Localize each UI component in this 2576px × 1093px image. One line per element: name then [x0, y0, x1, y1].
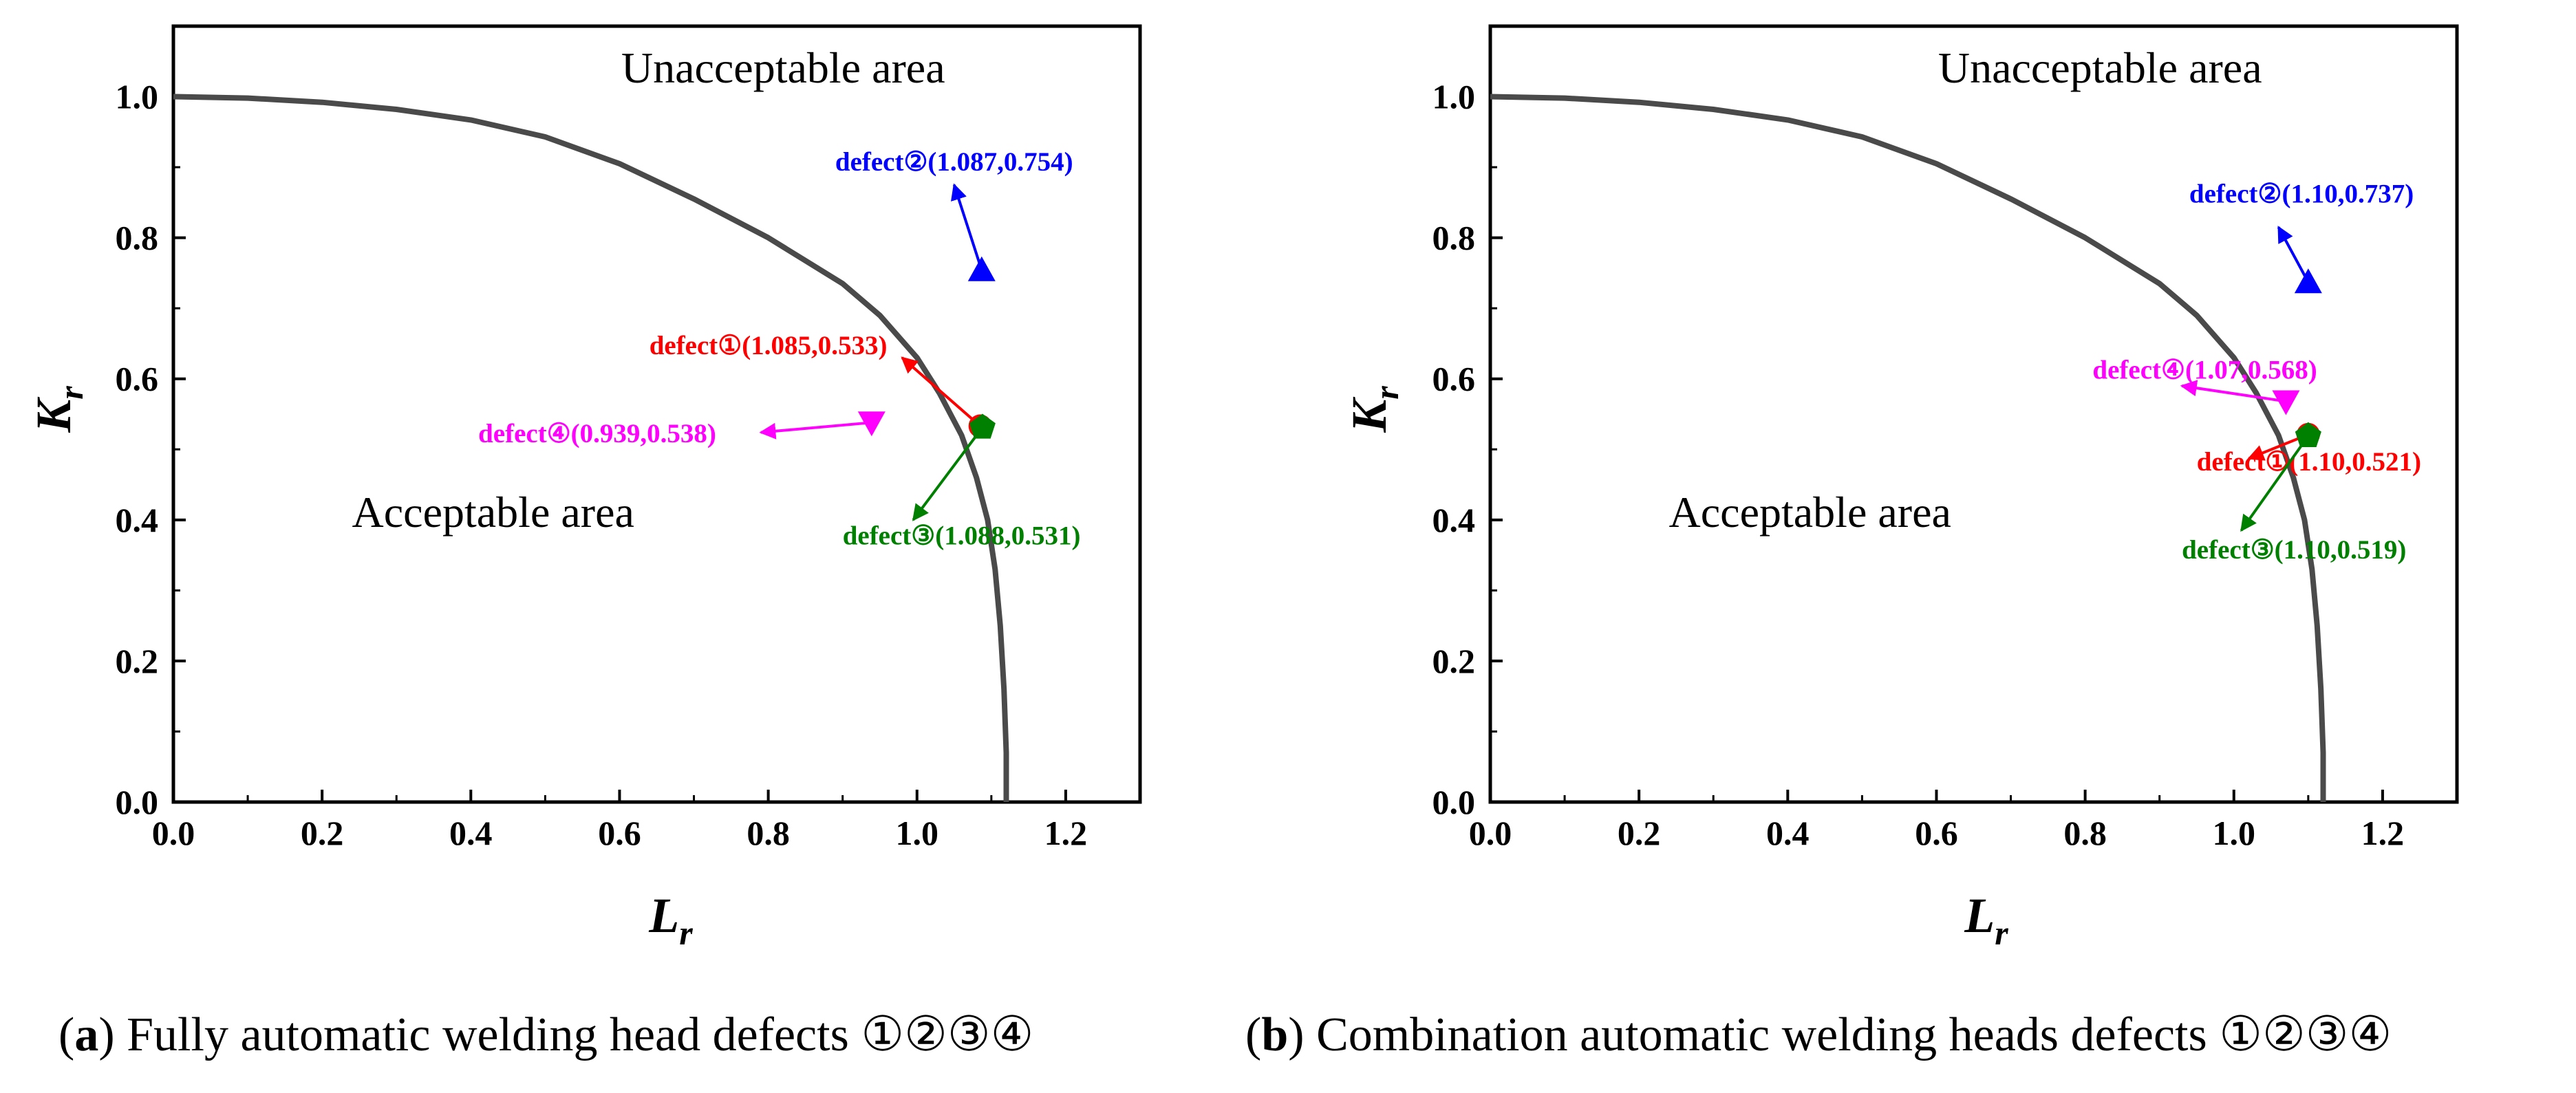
y-tick-label: 0.4	[116, 501, 159, 539]
plot-frame	[171, 24, 1142, 804]
unacceptable-area-label: Unacceptable area	[1938, 43, 2262, 92]
caption-b: (b) Combination automatic welding heads …	[1245, 1008, 2392, 1061]
defect-3: defect③(1.10,0.519)	[2182, 422, 2406, 565]
defect-label: defect②(1.10,0.737)	[2189, 179, 2414, 208]
y-axis-title-sub: r	[1367, 386, 1406, 400]
x-tick-label: 0.8	[747, 814, 790, 852]
chart-panel-b: 0.0 0.2 0.4 0.6 0.8 1.0 1.2 0.0 0.2 0.4 0.6 0.8 1.0 U…	[1245, 24, 2459, 1061]
defect-label: defect④(1.07,0.568)	[2092, 356, 2317, 385]
chart-panel-a: 0.0 0.2 0.4 0.6 0.8 1.0 1.2 0.0 0.2 0.4 0.6 0.8 1.0 U…	[26, 24, 1142, 1061]
y-tick-label: 0.8	[1432, 219, 1476, 257]
y-axis-title: Kr	[1342, 386, 1406, 433]
x-tick-label: 0.6	[1915, 814, 1958, 852]
caption-a: (a) Fully automatic welding head defects…	[58, 1008, 1033, 1061]
y-axis-title-main: K	[26, 396, 81, 433]
x-tick-label: 0.4	[449, 814, 493, 852]
x-axis-title-sub: r	[679, 913, 693, 952]
defect-marker	[967, 256, 996, 281]
y-axis-title-sub: r	[52, 386, 90, 400]
x-tick-label: 0.2	[301, 814, 344, 852]
defect-label: defect①(1.085,0.533)	[650, 331, 888, 360]
x-tick-label: 1.0	[896, 814, 939, 852]
caption-b-text: Combination automatic welding heads defe…	[1316, 1008, 2392, 1061]
fad-curve	[1490, 94, 2326, 802]
acceptable-area-label: Acceptable area	[352, 488, 634, 537]
y-tick-label: 0.4	[1432, 501, 1476, 539]
x-tick-label: 0.4	[1766, 814, 1810, 852]
plot-layer: 0.0 0.2 0.4 0.6 0.8 1.0 1.2 0.0 0.2 0.4 0.6 0.8 1.0 U…	[1432, 24, 2459, 852]
defect-2: defect②(1.10,0.737)	[2189, 179, 2414, 294]
defect-arrow	[901, 356, 981, 427]
defect-label: defect③(1.088,0.531)	[843, 521, 1081, 551]
x-axis-title-sub: r	[1995, 913, 2008, 952]
defect-label: defect④(0.939,0.538)	[478, 419, 716, 448]
caption-b-letter: b	[1261, 1008, 1288, 1061]
defect-label: defect③(1.10,0.519)	[2182, 535, 2406, 565]
unacceptable-area-label: Unacceptable area	[621, 43, 945, 92]
caption-a-text: Fully automatic welding head defects ①②③…	[127, 1008, 1033, 1061]
y-tick-label: 0.2	[116, 642, 159, 680]
x-axis-title-main: L	[648, 888, 679, 943]
defect-4: defect④(1.07,0.568)	[2092, 356, 2317, 415]
y-tick-label: 0.2	[1432, 642, 1476, 680]
x-tick-label: 0.0	[1469, 814, 1512, 852]
acceptable-area-label: Acceptable area	[1669, 488, 1951, 537]
x-tick-label: 1.2	[1044, 814, 1088, 852]
y-tick-label: 0.0	[116, 783, 159, 821]
y-tick-label: 0.6	[1432, 360, 1476, 398]
defect-arrow	[951, 183, 983, 271]
defect-4: defect④(0.939,0.538)	[478, 411, 886, 448]
y-tick-label: 0.6	[116, 360, 159, 398]
x-tick-label: 1.0	[2213, 814, 2256, 852]
y-axis-title-main: K	[1342, 396, 1397, 433]
y-axis-title: Kr	[26, 386, 90, 433]
defect-arrow	[2277, 226, 2310, 283]
defect-label: defect②(1.087,0.754)	[835, 147, 1073, 177]
x-tick-label: 1.2	[2361, 814, 2405, 852]
defect-marker	[2272, 390, 2300, 415]
y-tick-label: 0.0	[1432, 783, 1476, 821]
x-axis-title: Lr	[648, 888, 693, 952]
defect-label: defect①(1.10,0.521)	[2197, 447, 2421, 477]
defect-marker	[2294, 268, 2322, 294]
defect-2: defect②(1.087,0.754)	[835, 147, 1073, 281]
y-tick-label: 1.0	[1432, 78, 1476, 116]
x-tick-label: 0.8	[2063, 814, 2107, 852]
defect-arrow	[2180, 380, 2286, 403]
defect-1: defect①(1.085,0.533)	[650, 331, 992, 438]
x-axis-title: Lr	[1964, 888, 2008, 952]
y-tick-label: 0.8	[116, 219, 159, 257]
x-tick-label: 0.0	[152, 814, 195, 852]
x-tick-label: 0.2	[1618, 814, 1661, 852]
defect-marker	[857, 411, 886, 437]
defect-marker	[969, 413, 996, 439]
defect-arrow	[2240, 435, 2310, 532]
defect-3: defect③(1.088,0.531)	[843, 413, 1081, 551]
y-tick-label: 1.0	[116, 78, 159, 116]
caption-a-letter: a	[74, 1008, 98, 1061]
x-axis-title-main: L	[1964, 888, 1995, 943]
fad-curve	[173, 94, 1009, 802]
plot-frame	[1488, 24, 2459, 804]
plot-layer: 0.0 0.2 0.4 0.6 0.8 1.0 1.2 0.0 0.2 0.4 0.6 0.8 1.0 U…	[116, 24, 1142, 852]
x-tick-label: 0.6	[598, 814, 641, 852]
defect-marker	[2295, 422, 2321, 447]
defect-arrow	[912, 426, 984, 521]
defect-1: defect①(1.10,0.521)	[2197, 422, 2421, 477]
defect-arrow	[759, 421, 872, 440]
